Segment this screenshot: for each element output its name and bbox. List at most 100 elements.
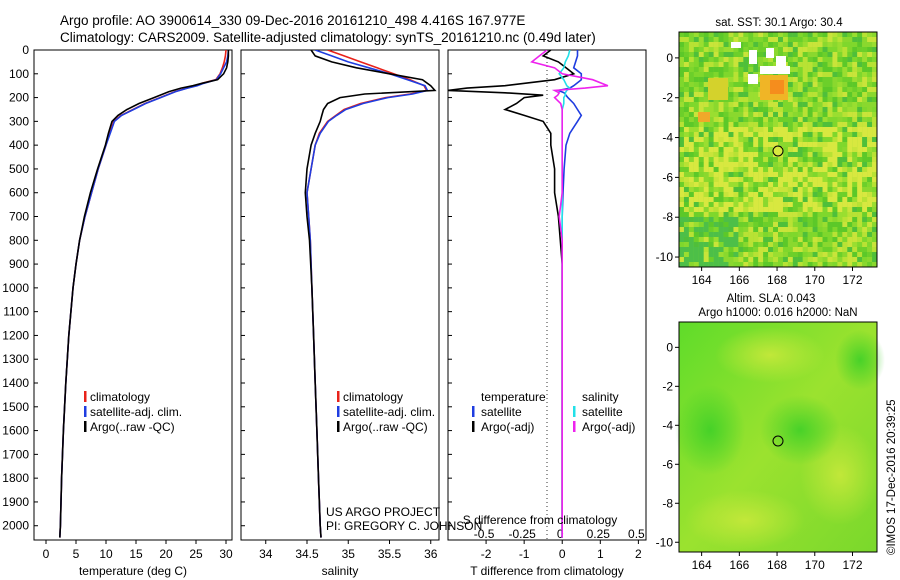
sst-cell: [763, 177, 769, 182]
sst-cell: [872, 137, 878, 142]
sst-cell: [792, 137, 798, 142]
sst-cell: [733, 252, 739, 257]
sst-cell: [753, 152, 759, 157]
sst-cell: [733, 77, 739, 82]
sst-cell: [728, 122, 734, 127]
sst-cell: [832, 77, 838, 82]
sst-cell: [797, 217, 803, 222]
sst-cell: [857, 122, 863, 127]
sst-cell: [778, 52, 783, 57]
sst-cell: [703, 102, 709, 107]
sst-cell: [723, 67, 729, 72]
sst-cell: [822, 187, 828, 192]
sst-cell: [763, 262, 769, 267]
sst-cell: [679, 252, 684, 257]
t-difference-axis-label: T difference from climatology: [470, 564, 624, 578]
sst-cell: [753, 217, 759, 222]
sst-cell: [773, 257, 779, 262]
sst-cell: [743, 127, 749, 132]
sst-cell: [837, 142, 843, 147]
sst-cell: [748, 227, 754, 232]
sst-cell: [827, 222, 833, 227]
sst-cell: [807, 227, 813, 232]
sst-cell: [768, 167, 774, 172]
sst-cell: [852, 107, 858, 112]
sst-cell: [792, 82, 798, 87]
sst-cell: [832, 137, 838, 142]
sst-cell: [698, 77, 704, 82]
sst-cell: [728, 52, 734, 57]
sst-cell: [847, 102, 853, 107]
sst-cell: [743, 197, 749, 202]
sst-cell: [837, 122, 843, 127]
sst-cell: [738, 57, 744, 62]
sst-cell: [782, 132, 788, 137]
sst-cell: [688, 212, 694, 217]
sst-cell: [743, 232, 749, 237]
sst-cell: [683, 112, 689, 117]
sst-cell: [867, 52, 873, 57]
sst-cell: [763, 37, 769, 42]
sst-cell: [693, 37, 699, 42]
sst-cell: [842, 247, 848, 252]
sst-cell: [718, 162, 724, 167]
sst-cell: [807, 247, 813, 252]
sst-cell: [807, 117, 813, 122]
sst-cell: [703, 207, 709, 212]
credit-line-2: PI: GREGORY C. JOHNSON: [326, 519, 482, 533]
sst-cell: [802, 197, 808, 202]
sst-cell: [797, 117, 803, 122]
sst-cell: [817, 182, 823, 187]
sst-cell: [827, 132, 833, 137]
sst-cell: [758, 202, 764, 207]
sst-cell: [842, 32, 848, 37]
sst-cell: [748, 87, 754, 92]
sst-cell: [822, 52, 828, 57]
sst-cell: [797, 122, 803, 127]
sst-cell: [778, 167, 783, 172]
sst-cell: [832, 182, 838, 187]
sst-cell: [763, 42, 769, 47]
sst-cell: [693, 132, 699, 137]
sst-cell: [807, 47, 813, 52]
sst-cell: [723, 192, 729, 197]
sst-cell: [812, 192, 818, 197]
sst-cell: [857, 257, 863, 262]
sst-cell: [748, 137, 754, 142]
sst-cell: [723, 147, 729, 152]
sst-cell: [867, 112, 873, 117]
sst-cell: [728, 157, 734, 162]
sst-cell: [837, 57, 843, 62]
sst-cell: [822, 257, 828, 262]
sst-cell: [847, 152, 853, 157]
sst-cell: [827, 177, 833, 182]
sst-cell: [683, 227, 689, 232]
sst-cell: [683, 192, 689, 197]
sst-cell: [698, 162, 704, 167]
sst-cell: [837, 37, 843, 42]
sst-cell: [867, 257, 873, 262]
depth-tick-label: 500: [9, 162, 29, 176]
sst-cell: [778, 232, 783, 237]
sst-cell: [852, 77, 858, 82]
sst-cell: [832, 217, 838, 222]
sst-cell: [733, 237, 739, 242]
sst-cell: [723, 102, 729, 107]
sst-cell: [713, 162, 719, 167]
sst-cell: [862, 42, 868, 47]
sst-cell: [842, 227, 848, 232]
sst-cell: [763, 207, 769, 212]
sst-cell: [758, 72, 764, 77]
sst-cell: [693, 127, 699, 132]
sst-cell: [847, 32, 853, 37]
sst-cell: [688, 257, 694, 262]
sst-cell: [703, 177, 709, 182]
sst-cell: [852, 222, 858, 227]
sst-cell: [837, 52, 843, 57]
sst-cell: [743, 122, 749, 127]
sst-cell: [683, 82, 689, 87]
x-tick-label: -2: [481, 547, 492, 561]
sst-cell: [792, 152, 798, 157]
sst-cell: [827, 112, 833, 117]
sst-cell: [708, 42, 714, 47]
